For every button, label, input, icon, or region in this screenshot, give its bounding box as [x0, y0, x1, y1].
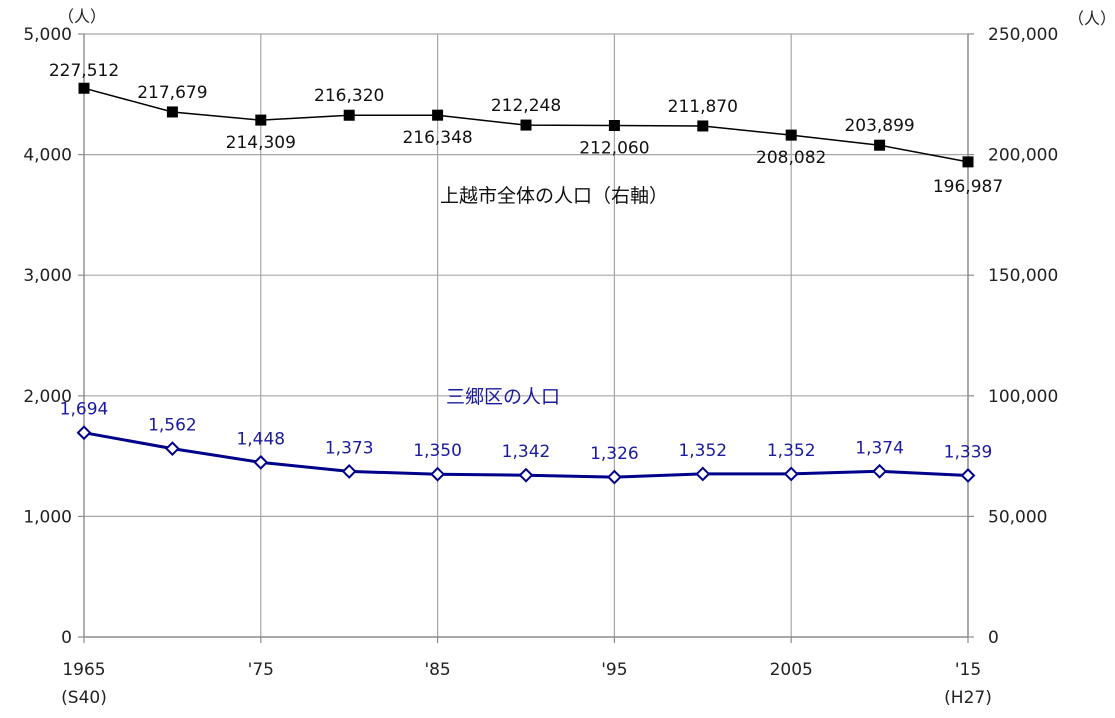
right-tick-label: 200,000 [988, 146, 1058, 166]
district-population-point [76, 425, 92, 441]
district-series-name: 三郷区の人口 [446, 386, 560, 408]
district-population-point [783, 466, 799, 482]
x-tick-label: '75 [248, 660, 274, 680]
district-population-point [341, 464, 357, 479]
city-population-point [608, 120, 620, 132]
district-population-label: 1,373 [325, 438, 374, 458]
x-tick-sublabel: (H27) [944, 688, 992, 708]
district-population-label: 1,694 [60, 400, 109, 420]
district-population-label: 1,350 [413, 441, 462, 461]
district-population-point [695, 466, 711, 482]
city-population-label: 208,082 [756, 148, 826, 168]
x-tick-sublabel: (S40) [61, 688, 107, 708]
city-population-label: 216,348 [402, 128, 472, 148]
left-tick-label: 4,000 [23, 146, 72, 166]
district-population-label: 1,562 [148, 416, 197, 436]
district-population-point [872, 463, 888, 479]
city-population-point [697, 120, 709, 132]
district-population-point [164, 441, 180, 457]
left-axis-unit: （人） [58, 7, 106, 26]
series-lines [76, 82, 976, 485]
district-population-label: 1,352 [767, 441, 816, 461]
district-population-point [606, 469, 622, 485]
city-population-point [255, 114, 267, 126]
right-tick-label: 150,000 [988, 266, 1058, 286]
district-population-label: 1,374 [855, 438, 904, 458]
city-population-label: 211,870 [668, 97, 738, 117]
right-tick-label: 50,000 [988, 507, 1047, 527]
city-population-point [874, 139, 886, 151]
district-population-label: 1,339 [944, 443, 993, 463]
city-population-point [962, 156, 974, 168]
x-tick-label: '85 [424, 660, 450, 680]
left-tick-label: 2,000 [23, 387, 72, 407]
left-tick-label: 1,000 [23, 507, 72, 527]
left-tick-label: 3,000 [23, 266, 72, 286]
district-population-label: 1,342 [502, 442, 551, 462]
city-series-name: 上越市全体の人口（右軸） [440, 185, 668, 207]
axes: 0 1,000 2,000 3,000 4,000 5,000 0 50,000 100,000… [23, 7, 1115, 708]
district-population-point [518, 467, 534, 483]
city-population-point [785, 129, 797, 141]
x-tick-label: '15 [955, 660, 981, 680]
x-tick-label: 1965 [62, 660, 105, 680]
left-tick-label: 0 [61, 628, 72, 648]
district-population-label: 1,448 [236, 429, 285, 449]
city-population-label: 212,060 [579, 139, 649, 159]
x-tick-label: 2005 [770, 660, 813, 680]
city-population-point [520, 119, 532, 131]
left-tick-label: 5,000 [23, 25, 72, 45]
right-axis-unit: （人） [1068, 9, 1115, 28]
district-population-point [253, 454, 269, 470]
city-population-label: 216,320 [314, 86, 384, 106]
x-tick-label: '95 [601, 660, 627, 680]
city-population-label: 203,899 [844, 116, 914, 136]
city-population-point [166, 106, 178, 118]
city-population-label: 214,309 [226, 133, 296, 153]
district-population-label: 1,352 [678, 441, 727, 461]
district-population-label: 1,326 [590, 444, 639, 464]
district-population-point [960, 468, 976, 483]
right-tick-label: 0 [988, 628, 999, 648]
city-population-point [343, 109, 355, 121]
city-population-label: 217,679 [137, 83, 207, 103]
district-population-point [430, 466, 446, 482]
data-labels: 227,512 217,679 214,309 216,320 216,348 212,2… [49, 61, 1003, 464]
right-tick-label: 250,000 [988, 25, 1058, 45]
city-population-point [432, 109, 444, 121]
right-tick-label: 100,000 [988, 387, 1058, 407]
city-population-label: 196,987 [933, 177, 1003, 197]
city-population-label: 212,248 [491, 96, 561, 116]
city-population-point [78, 82, 90, 94]
city-population-label: 227,512 [49, 61, 119, 81]
